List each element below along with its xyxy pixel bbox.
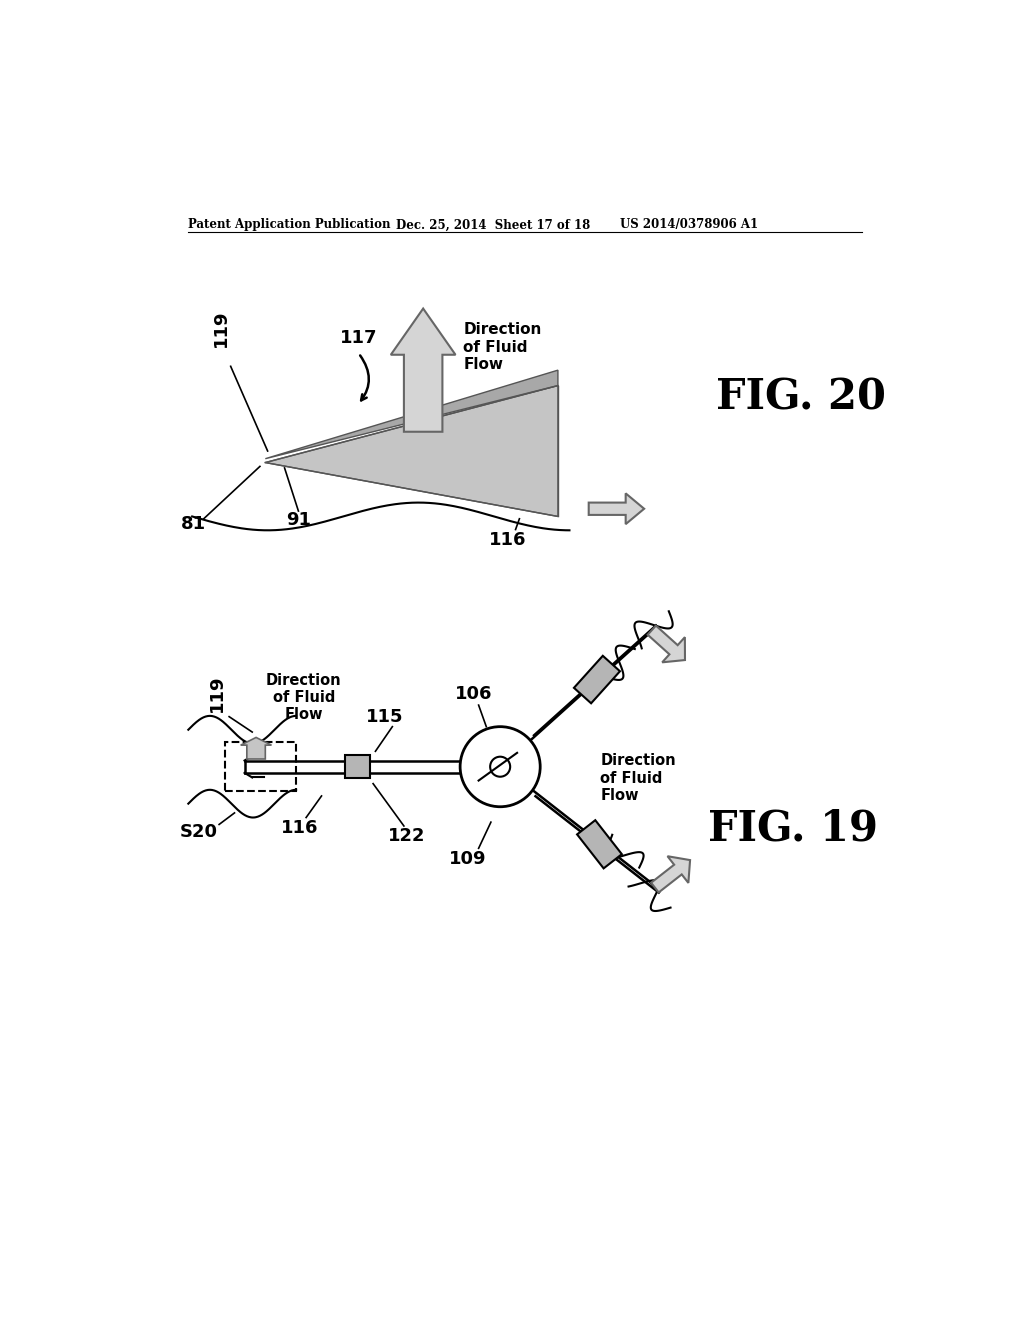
Text: 106: 106	[455, 685, 492, 702]
Polygon shape	[241, 738, 271, 759]
Text: 117: 117	[340, 329, 377, 347]
Text: Patent Application Publication: Patent Application Publication	[188, 218, 391, 231]
Text: Dec. 25, 2014  Sheet 17 of 18: Dec. 25, 2014 Sheet 17 of 18	[396, 218, 591, 231]
Bar	[224, 742, 296, 792]
Text: 119: 119	[212, 309, 230, 347]
Polygon shape	[265, 385, 558, 516]
Circle shape	[460, 726, 541, 807]
Polygon shape	[589, 494, 644, 524]
Text: 115: 115	[366, 708, 403, 726]
Text: 119: 119	[208, 675, 226, 713]
Polygon shape	[265, 370, 558, 459]
Text: 81: 81	[181, 515, 206, 533]
Polygon shape	[578, 820, 622, 869]
Text: Direction
of Fluid
Flow: Direction of Fluid Flow	[463, 322, 542, 372]
Text: FIG. 20: FIG. 20	[716, 376, 886, 418]
Text: 116: 116	[282, 820, 318, 837]
Text: S20: S20	[179, 824, 217, 841]
Text: 122: 122	[387, 828, 425, 845]
Circle shape	[490, 756, 510, 776]
Polygon shape	[573, 656, 620, 704]
Polygon shape	[647, 626, 685, 663]
Text: FIG. 19: FIG. 19	[708, 808, 878, 849]
Text: 116: 116	[489, 532, 526, 549]
Polygon shape	[651, 857, 690, 892]
Text: Direction
of Fluid
Flow: Direction of Fluid Flow	[600, 754, 676, 803]
Text: US 2014/0378906 A1: US 2014/0378906 A1	[620, 218, 758, 231]
Polygon shape	[391, 309, 456, 432]
Bar	[345, 755, 370, 779]
Text: Direction
of Fluid
Flow: Direction of Fluid Flow	[266, 672, 342, 722]
Text: 91: 91	[286, 511, 311, 529]
Text: 109: 109	[450, 850, 486, 869]
